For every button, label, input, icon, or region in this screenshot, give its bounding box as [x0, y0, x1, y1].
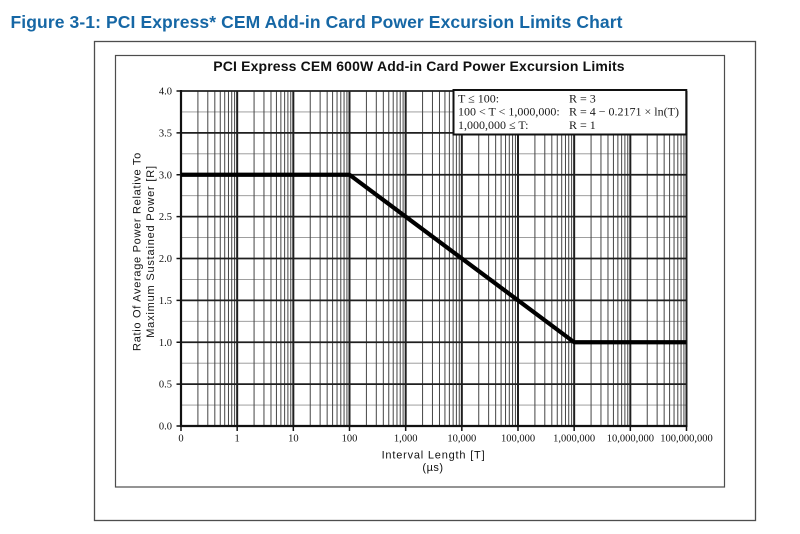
svg-text:2.0: 2.0 [159, 254, 172, 265]
svg-text:100 < T < 1,000,000:: 100 < T < 1,000,000: [458, 105, 560, 119]
svg-text:2.5: 2.5 [159, 212, 172, 223]
svg-text:R = 4 − 0.2171 × ln(T): R = 4 − 0.2171 × ln(T) [569, 105, 679, 119]
svg-text:PCI Express CEM 600W Add-in Ca: PCI Express CEM 600W Add-in Card Power E… [213, 58, 625, 74]
svg-text:1,000,000 ≤ T:: 1,000,000 ≤ T: [458, 118, 528, 132]
svg-text:100,000,000: 100,000,000 [660, 434, 713, 445]
svg-text:3.0: 3.0 [159, 170, 172, 181]
svg-text:100,000: 100,000 [501, 434, 535, 445]
svg-text:1,000,000: 1,000,000 [553, 434, 595, 445]
svg-text:0.0: 0.0 [159, 422, 172, 433]
svg-text:R = 1: R = 1 [569, 118, 596, 132]
svg-text:1,000: 1,000 [394, 434, 418, 445]
svg-text:100: 100 [342, 434, 358, 445]
svg-text:0.5: 0.5 [159, 380, 172, 391]
svg-text:Interval Length [T]: Interval Length [T] [382, 450, 486, 462]
svg-text:1.5: 1.5 [159, 296, 172, 307]
svg-text:1: 1 [235, 434, 240, 445]
svg-text:Ratio Of Average Power Relativ: Ratio Of Average Power Relative To [132, 152, 144, 351]
svg-text:10,000: 10,000 [447, 434, 476, 445]
svg-text:1.0: 1.0 [159, 338, 172, 349]
svg-text:T ≤ 100:: T ≤ 100: [458, 91, 499, 105]
svg-text:(µs): (µs) [422, 462, 443, 474]
svg-text:R = 3: R = 3 [569, 91, 596, 105]
svg-text:4.0: 4.0 [159, 87, 172, 98]
svg-text:0: 0 [178, 434, 183, 445]
svg-text:10: 10 [288, 434, 299, 445]
svg-text:3.5: 3.5 [159, 128, 172, 139]
svg-text:Figure 3-1: PCI Express* CEM A: Figure 3-1: PCI Express* CEM Add-in Card… [11, 12, 623, 32]
svg-text:10,000,000: 10,000,000 [607, 434, 654, 445]
svg-text:Maximum Sustained Power [R]: Maximum Sustained Power [R] [145, 165, 157, 338]
